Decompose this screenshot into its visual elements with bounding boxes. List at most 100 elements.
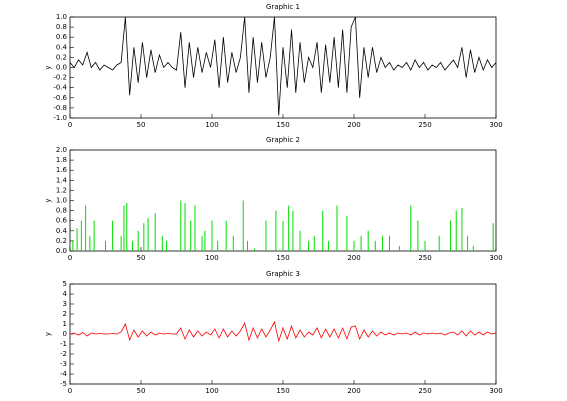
bar <box>398 245 400 251</box>
bar <box>166 240 168 251</box>
y-axis-label: y <box>44 332 52 336</box>
bar <box>76 228 78 251</box>
bar <box>131 240 133 251</box>
bar <box>265 220 267 251</box>
bar <box>161 235 163 251</box>
bar <box>247 240 248 251</box>
bar <box>417 220 419 251</box>
bar <box>105 240 106 251</box>
x-tick-label: 50 <box>137 121 146 129</box>
x-tick-label: 0 <box>68 254 72 262</box>
y-tick-label: 0.4 <box>56 227 68 235</box>
y-tick-label: 3 <box>63 300 67 308</box>
x-tick-label: 150 <box>276 121 289 129</box>
y-axis-label: y <box>44 65 52 69</box>
y-axis-label: y <box>44 198 52 202</box>
bar <box>232 235 234 251</box>
bar <box>467 235 469 251</box>
bar <box>204 230 206 251</box>
y-tick-label: 2 <box>63 310 67 318</box>
y-tick-label: 1.4 <box>56 176 68 184</box>
bar <box>72 240 74 251</box>
bar <box>288 205 290 251</box>
y-tick-label: 1.0 <box>56 13 67 21</box>
x-tick-label: 150 <box>276 387 289 395</box>
bar <box>123 205 125 251</box>
bar <box>184 203 186 251</box>
bar <box>254 248 256 251</box>
bar <box>374 240 376 251</box>
x-tick-label: 0 <box>68 121 72 129</box>
bar <box>461 208 463 251</box>
y-tick-label: 0.6 <box>56 217 68 225</box>
bar <box>367 230 369 251</box>
chart-title: Graphic 2 <box>266 136 300 144</box>
x-tick-label: 100 <box>205 121 218 129</box>
y-tick-label: 1 <box>63 320 67 328</box>
bar <box>217 240 219 251</box>
y-tick-label: 5 <box>63 280 67 288</box>
y-tick-label: 1.0 <box>56 197 67 205</box>
bar <box>492 223 494 251</box>
bar <box>180 200 182 251</box>
y-tick-label: -1 <box>60 340 67 348</box>
bar <box>327 240 329 251</box>
y-tick-label: -0.2 <box>53 74 67 82</box>
bar <box>381 235 383 251</box>
y-tick-label: 0.8 <box>56 23 67 31</box>
bar <box>80 220 82 251</box>
x-tick-label: 250 <box>418 254 431 262</box>
bar <box>455 210 457 251</box>
y-tick-label: 4 <box>63 290 68 298</box>
y-tick-label: 1.6 <box>56 166 68 174</box>
x-tick-label: 50 <box>137 254 146 262</box>
y-tick-label: -4 <box>60 370 68 378</box>
x-tick-label: 100 <box>205 254 218 262</box>
bar <box>360 235 362 251</box>
y-tick-label: 0.0 <box>56 64 67 72</box>
y-tick-label: 0 <box>63 330 67 338</box>
bar <box>438 235 440 251</box>
y-tick-label: 0.0 <box>56 247 67 255</box>
y-tick-label: -1.0 <box>53 114 67 122</box>
bar <box>292 210 294 251</box>
bar <box>313 235 315 251</box>
x-tick-label: 300 <box>489 254 502 262</box>
line <box>69 16 497 116</box>
x-tick-label: 250 <box>418 121 431 129</box>
bar <box>472 245 474 251</box>
bar <box>275 210 277 251</box>
x-tick-label: 0 <box>68 387 72 395</box>
plot-frame <box>69 283 497 385</box>
bar <box>410 205 412 251</box>
y-tick-label: 0.6 <box>56 33 68 41</box>
bar <box>299 230 301 251</box>
y-tick-label: -5 <box>60 380 67 388</box>
bar <box>336 205 338 251</box>
y-tick-label: 0.2 <box>56 237 67 245</box>
bar <box>143 223 145 251</box>
bar <box>308 240 310 251</box>
y-tick-label: -3 <box>60 360 67 368</box>
y-tick-label: -0.8 <box>53 104 67 112</box>
bar <box>242 200 244 251</box>
bar <box>194 205 196 251</box>
y-tick-label: 0.2 <box>56 53 67 61</box>
bar <box>93 220 95 251</box>
bar <box>346 215 348 251</box>
y-tick-label: 1.2 <box>56 186 67 194</box>
x-tick-label: 150 <box>276 254 289 262</box>
x-tick-label: 100 <box>205 387 218 395</box>
y-tick-label: 0.8 <box>56 207 67 215</box>
bar <box>322 210 324 251</box>
plot-frame <box>69 16 497 119</box>
bar <box>120 235 122 251</box>
bar <box>147 218 149 251</box>
bar <box>201 235 203 251</box>
bar <box>450 220 452 251</box>
bar <box>85 205 87 251</box>
x-tick-label: 250 <box>418 387 431 395</box>
y-tick-label: 1.8 <box>56 156 67 164</box>
bar <box>211 220 213 251</box>
